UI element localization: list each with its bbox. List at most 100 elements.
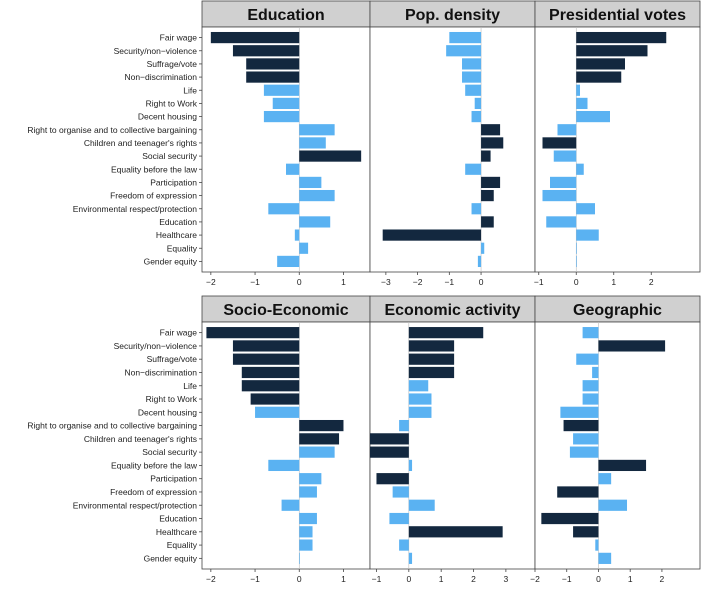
x-tick-label: 0 xyxy=(297,277,302,287)
bar-12 xyxy=(481,189,494,202)
bar-4 xyxy=(582,380,599,392)
panel-title: Pop. density xyxy=(405,7,500,24)
bar-7 xyxy=(299,419,344,432)
bar-15 xyxy=(299,526,313,538)
x-tick-label: 1 xyxy=(439,574,444,584)
x-tick-label: −2 xyxy=(413,277,423,287)
bar-10 xyxy=(598,459,647,472)
bar-13 xyxy=(598,499,628,511)
bar-3 xyxy=(462,71,482,83)
category-label: Healthcare xyxy=(156,527,197,537)
bar-16 xyxy=(299,242,309,254)
x-tick-label: 1 xyxy=(611,277,616,287)
bar-14 xyxy=(299,216,331,228)
bar-12 xyxy=(299,486,317,498)
bar-15 xyxy=(408,526,503,538)
bar-7 xyxy=(557,124,577,136)
bar-6 xyxy=(263,110,300,123)
bar-10 xyxy=(286,163,300,175)
x-tick-label: 0 xyxy=(406,574,411,584)
bar-17 xyxy=(299,552,300,564)
bar-17 xyxy=(277,255,300,268)
x-tick-label: 1 xyxy=(628,574,633,584)
bar-7 xyxy=(481,124,501,136)
bar-12 xyxy=(542,189,577,202)
category-label: Life xyxy=(183,381,197,391)
x-tick-label: −1 xyxy=(444,277,454,287)
panel-strip xyxy=(201,295,371,323)
bar-3 xyxy=(408,366,455,379)
bar-1 xyxy=(232,45,300,57)
bar-9 xyxy=(553,150,577,162)
bar-6 xyxy=(255,406,300,418)
bar-5 xyxy=(582,393,599,405)
x-tick-label: −1 xyxy=(562,574,572,584)
x-tick-label: 0 xyxy=(596,574,601,584)
x-tick-label: 0 xyxy=(479,277,484,287)
category-label: Fair wage xyxy=(160,328,198,338)
category-label: Freedom of expression xyxy=(110,487,197,497)
bar-13 xyxy=(408,499,435,511)
bar-10 xyxy=(408,459,413,472)
panel-5: Geographic −2 −1 0 1 2 xyxy=(530,295,701,584)
x-tick-label: 0 xyxy=(574,277,579,287)
bar-4 xyxy=(576,84,580,96)
bar-4 xyxy=(465,84,482,96)
bar-2 xyxy=(576,58,625,70)
panel-plot-area xyxy=(534,321,701,570)
category-label: Non−discrimination xyxy=(124,367,197,377)
bar-8 xyxy=(481,137,504,149)
category-label: Suffrage/vote xyxy=(147,354,198,364)
category-label: Equality xyxy=(167,243,198,253)
category-label: Decent housing xyxy=(138,407,197,417)
panel-title: Education xyxy=(247,7,324,24)
category-label: Participation xyxy=(150,474,197,484)
category-label: Right to Work xyxy=(146,394,198,404)
bar-8 xyxy=(542,137,577,149)
category-label: Environmental respect/protection xyxy=(73,204,198,214)
x-tick-label: −3 xyxy=(381,277,391,287)
bar-0 xyxy=(206,327,300,339)
category-label: Education xyxy=(159,514,197,524)
category-label: Equality before the law xyxy=(111,164,198,174)
bar-13 xyxy=(471,203,482,215)
x-tick-label: 1 xyxy=(341,574,346,584)
bar-5 xyxy=(576,97,588,110)
bar-8 xyxy=(299,433,340,445)
x-tick-label: 1 xyxy=(341,277,346,287)
bar-5 xyxy=(272,97,300,110)
category-label: Children and teenager's rights xyxy=(84,434,197,444)
bar-9 xyxy=(299,446,335,458)
bar-1 xyxy=(408,340,455,352)
bar-16 xyxy=(299,539,313,551)
category-label: Non−discrimination xyxy=(124,72,197,82)
bar-9 xyxy=(569,446,599,458)
bar-14 xyxy=(389,512,409,525)
bar-1 xyxy=(446,45,482,57)
bar-14 xyxy=(481,216,494,228)
category-label: Security/non−violence xyxy=(114,46,198,56)
bar-9 xyxy=(370,446,409,458)
bar-1 xyxy=(232,340,300,352)
panel-strip xyxy=(201,0,371,28)
bar-3 xyxy=(576,71,622,83)
bar-9 xyxy=(299,150,362,162)
bar-5 xyxy=(474,97,482,110)
category-label: Freedom of expression xyxy=(110,191,197,201)
x-tick-label: −1 xyxy=(372,574,382,584)
bar-4 xyxy=(241,380,300,392)
x-tick-label: −1 xyxy=(534,277,544,287)
category-label: Right to organise and to collective barg… xyxy=(27,125,197,135)
panel-4: Economic activity −1 0 1 2 3 xyxy=(369,295,536,584)
bar-6 xyxy=(408,406,432,418)
bar-0 xyxy=(408,327,484,339)
bar-17 xyxy=(598,552,612,564)
bar-10 xyxy=(576,163,584,175)
bar-7 xyxy=(563,419,599,432)
category-label: Healthcare xyxy=(156,230,197,240)
category-label: Equality xyxy=(167,540,198,550)
bar-8 xyxy=(299,137,326,149)
bar-13 xyxy=(576,203,595,215)
bar-0 xyxy=(576,31,667,44)
x-tick-label: −2 xyxy=(530,574,540,584)
